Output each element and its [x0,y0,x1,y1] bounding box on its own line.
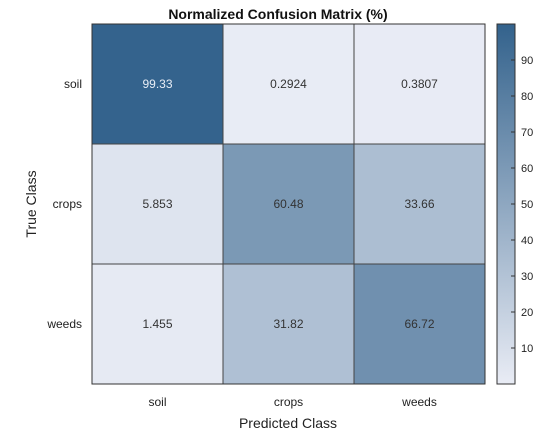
colorbar-tick-label: 50 [521,199,533,211]
y-axis-label: True Class [23,170,39,237]
cell-value-label: 33.66 [404,197,434,211]
heatmap-cell-soil-crops [222,23,355,145]
heatmap-cells [91,23,486,385]
heatmap-cell-labels: 99.33 0.2924 0.3807 5.853 60.48 33.66 1.455 31.… [142,77,438,331]
plot-border [91,23,486,385]
colorbar-tick-label: 70 [521,127,533,139]
y-tick-label: crops [53,197,82,211]
heatmap-cell-crops-soil [91,143,224,265]
y-tick-label: weeds [46,317,82,331]
x-tick-label: crops [274,395,303,409]
cell-value-label: 99.33 [142,77,172,91]
colorbar-tick-label: 20 [521,307,533,319]
heatmap-cell-crops-weeds [353,143,486,265]
chart-title: Normalized Confusion Matrix (%) [168,6,387,22]
x-axis-label: Predicted Class [239,415,337,431]
cell-value-label: 1.455 [142,317,172,331]
colorbar-tick-label: 40 [521,235,533,247]
colorbar-tick-label: 80 [521,91,533,103]
heatmap-cell-soil-soil [91,23,224,145]
colorbar-tick-label: 10 [521,343,533,355]
y-tick-labels: soil crops weeds [46,77,82,331]
y-tick-label: soil [64,77,82,91]
cell-value-label: 66.72 [404,317,434,331]
x-tick-label: soil [148,395,166,409]
colorbar-ticks: 10 20 30 40 50 60 70 80 90 [511,55,533,355]
cell-value-label: 0.2924 [270,77,307,91]
cell-value-label: 60.48 [273,197,303,211]
heatmap-cell-weeds-crops [222,263,355,385]
cell-value-label: 31.82 [273,317,303,331]
colorbar-tick-label: 30 [521,271,533,283]
heatmap-cell-crops-crops [222,143,355,265]
cell-value-label: 5.853 [142,197,172,211]
colorbar-tick-label: 60 [521,163,533,175]
x-tick-label: weeds [401,395,437,409]
cell-value-label: 0.3807 [401,77,438,91]
colorbar-tick-label: 90 [521,55,533,67]
x-tick-labels: soil crops weeds [148,395,436,409]
